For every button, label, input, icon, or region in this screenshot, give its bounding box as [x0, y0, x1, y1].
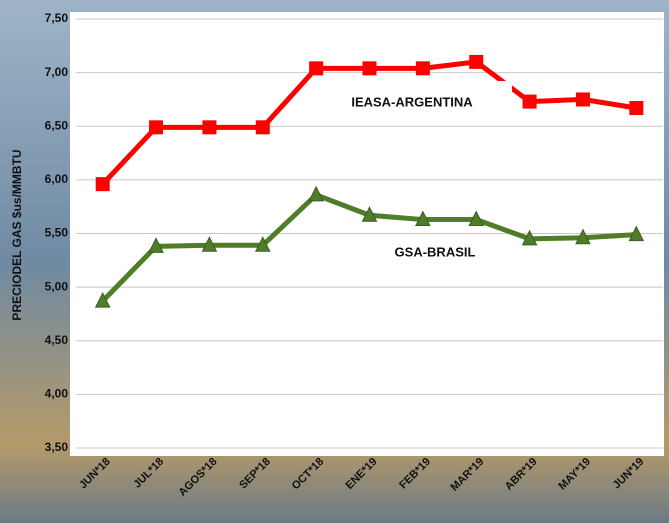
y-tick-label: 6,00	[45, 172, 69, 186]
y-tick-label: 5,00	[45, 279, 69, 293]
marker	[415, 61, 430, 76]
y-tick-label: 4,00	[45, 387, 69, 401]
marker	[362, 61, 377, 76]
marker	[575, 228, 591, 245]
marker	[95, 177, 110, 192]
marker	[255, 120, 270, 135]
marker	[361, 206, 378, 222]
marker	[202, 120, 217, 135]
y-tick-label: 3,50	[45, 440, 69, 454]
marker	[309, 61, 324, 76]
y-tick-label: 7,00	[45, 65, 69, 79]
marker	[201, 236, 218, 252]
marker	[308, 185, 324, 202]
y-tick-label: 5,50	[45, 226, 69, 240]
marker	[521, 229, 538, 246]
marker	[254, 236, 271, 252]
marker	[522, 94, 537, 109]
y-axis-label: PRECIODEL GAS $us/MMBTU	[10, 149, 24, 320]
marker	[469, 54, 484, 69]
label-bg	[312, 81, 512, 125]
marker	[149, 120, 164, 135]
marker	[415, 210, 431, 227]
y-tick-label: 7,50	[45, 11, 69, 25]
marker	[468, 210, 485, 227]
series-label: IEASA-ARGENTINA	[351, 94, 473, 109]
y-tick-label: 4,50	[45, 333, 69, 347]
marker	[575, 92, 590, 107]
marker	[629, 101, 644, 116]
marker	[628, 225, 645, 242]
y-tick-label: 6,50	[45, 118, 69, 132]
marker	[94, 291, 111, 308]
marker	[148, 237, 164, 253]
series-label: GSA-BRASIL	[395, 244, 476, 259]
